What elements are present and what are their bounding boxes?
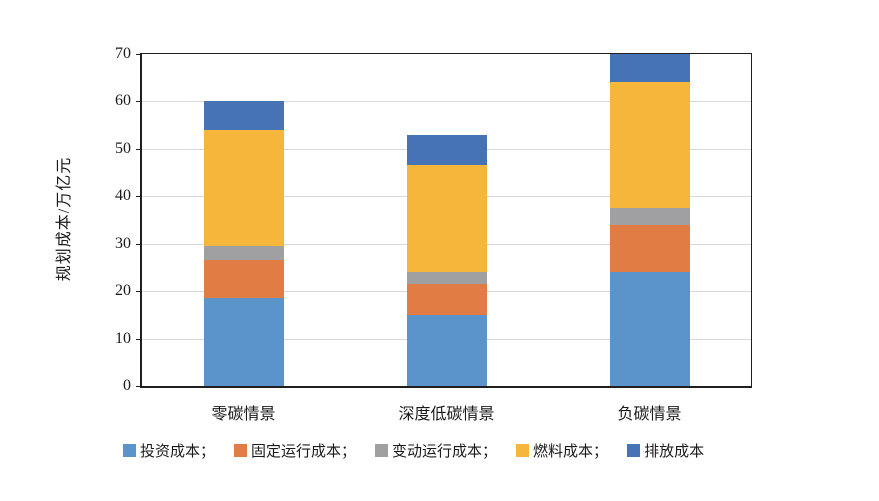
y-axis-title: 规划成本/万亿元 [56, 156, 73, 282]
bar-segment-emission-cost-2 [406, 134, 487, 166]
y-tick-label-10: 10 [115, 329, 131, 347]
bar-segment-investment-cost-3 [609, 272, 690, 386]
y-tick-mark-10 [136, 338, 142, 340]
x-category-label-3: 负碳情景 [617, 406, 682, 423]
legend-swatch-variable-om-cost [375, 444, 389, 457]
legend-item-fuel-cost: 燃料成本； [516, 440, 608, 461]
bar-segment-variable-om-cost-2 [406, 272, 487, 285]
legend-label-emission-cost: 排放成本 [644, 444, 705, 460]
bar-2 [406, 134, 487, 386]
bar-segment-variable-om-cost-1 [203, 246, 284, 261]
bar-segment-fuel-cost-1 [203, 129, 284, 247]
bar-segment-fuel-cost-3 [609, 82, 690, 209]
bar-segment-variable-om-cost-3 [609, 208, 690, 225]
y-tick-mark-70 [136, 54, 142, 55]
legend-label-fixed-om-cost: 固定运行成本； [251, 444, 357, 460]
bar-segment-emission-cost-3 [609, 54, 690, 83]
y-tick-mark-30 [136, 243, 142, 245]
bar-segment-investment-cost-2 [406, 314, 487, 386]
legend-item-emission-cost: 排放成本 [627, 440, 704, 461]
legend-swatch-emission-cost [627, 444, 641, 457]
y-tick-label-60: 60 [115, 92, 131, 110]
bar-segment-fixed-om-cost-3 [609, 224, 690, 273]
legend-item-fixed-om-cost: 固定运行成本； [234, 440, 356, 461]
bar-segment-investment-cost-1 [203, 298, 284, 386]
y-tick-label-20: 20 [115, 282, 131, 300]
x-category-label-2: 深度低碳情景 [398, 406, 495, 423]
y-tick-mark-40 [136, 196, 142, 198]
y-tick-mark-60 [136, 101, 142, 103]
legend-label-investment-cost: 投资成本； [140, 444, 216, 460]
legend-item-variable-om-cost: 变动运行成本； [375, 440, 497, 461]
legend-swatch-fuel-cost [516, 444, 530, 457]
plot-area: 0 10 20 30 40 50 60 70 零碳情景 深度低碳情景 负碳情景 [115, 46, 752, 423]
y-tick-mark-20 [136, 291, 142, 293]
legend-item-investment-cost: 投资成本； [123, 440, 215, 461]
y-tick-label-40: 40 [115, 187, 131, 205]
y-tick-label-0: 0 [123, 377, 131, 394]
bar-1 [203, 101, 284, 386]
bar-segment-emission-cost-1 [203, 101, 284, 130]
bar-3 [609, 54, 690, 386]
y-tick-mark-50 [136, 148, 142, 150]
legend-label-variable-om-cost: 变动运行成本； [392, 444, 498, 460]
y-tick-label-50: 50 [115, 139, 131, 157]
legend-label-fuel-cost: 燃料成本； [533, 444, 609, 460]
y-tick-label-70: 70 [115, 45, 131, 62]
legend-swatch-investment-cost [123, 444, 136, 457]
x-category-label-1: 零碳情景 [211, 406, 276, 423]
bar-segment-fixed-om-cost-1 [203, 260, 284, 299]
y-tick-mark-0 [136, 386, 142, 387]
y-tick-label-30: 30 [115, 234, 131, 252]
legend-swatch-fixed-om-cost [234, 444, 248, 457]
bar-segment-fuel-cost-2 [406, 165, 487, 273]
legend: 投资成本； 固定运行成本； 变动运行成本； 燃料成本； 排放成本 [123, 440, 704, 461]
gridline-y-60 [142, 101, 751, 103]
bar-segment-fixed-om-cost-2 [406, 284, 487, 315]
